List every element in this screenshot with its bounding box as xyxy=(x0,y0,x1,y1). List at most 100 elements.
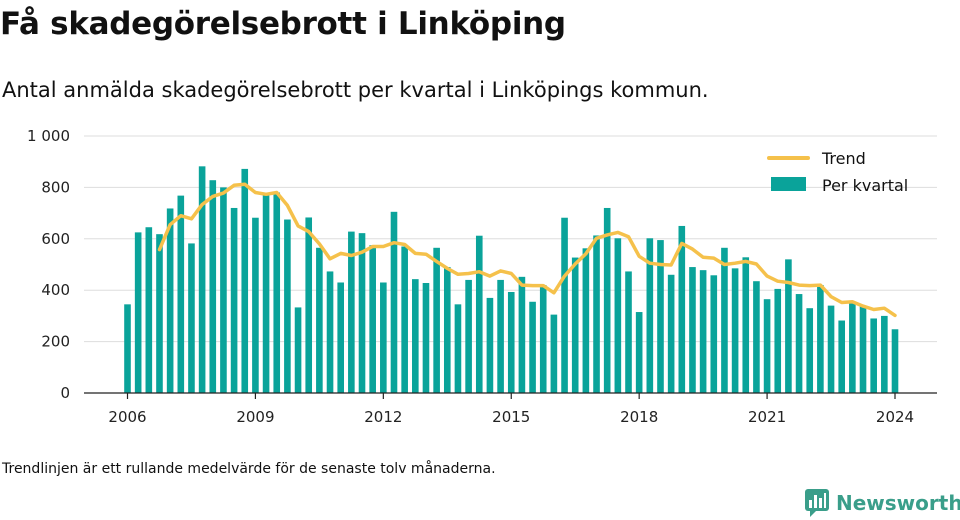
bar xyxy=(763,299,771,393)
bar xyxy=(593,235,600,393)
bar xyxy=(380,282,387,393)
bar xyxy=(401,246,408,393)
bar xyxy=(284,219,291,393)
bar xyxy=(198,166,206,393)
bar xyxy=(433,247,440,393)
bar xyxy=(177,195,185,393)
bar xyxy=(316,247,323,393)
bar xyxy=(891,329,899,393)
bar xyxy=(721,247,728,393)
bar xyxy=(220,187,227,393)
bar xyxy=(412,279,419,393)
x-axis-ticks: 2006 2009 2012 2015 2018 2021 2024 xyxy=(108,393,914,426)
bar xyxy=(273,192,281,393)
legend-bar-swatch xyxy=(771,177,806,191)
x-tick-label: 2009 xyxy=(236,408,274,426)
bar xyxy=(497,279,504,393)
y-tick-label: 800 xyxy=(41,178,70,196)
bar xyxy=(369,245,376,393)
bar xyxy=(262,192,270,393)
bar xyxy=(689,267,696,393)
footnote: Trendlinjen är ett rullande medelvärde f… xyxy=(2,461,496,477)
bar xyxy=(657,240,664,393)
bar xyxy=(881,315,888,393)
bar xyxy=(614,238,622,393)
bar xyxy=(305,217,313,393)
bar-chart-icon xyxy=(805,489,829,517)
bar xyxy=(390,211,398,393)
bar xyxy=(507,291,515,393)
bar xyxy=(561,217,568,393)
chart-title: Få skadegörelsebrott i Linköping xyxy=(0,6,566,42)
bar xyxy=(443,267,451,393)
bar xyxy=(454,304,462,393)
bar xyxy=(753,281,760,393)
bar xyxy=(156,234,163,393)
trend-line xyxy=(157,182,897,318)
bar xyxy=(348,231,355,393)
bar xyxy=(827,305,835,393)
y-tick-label: 400 xyxy=(41,281,70,299)
bar xyxy=(699,270,707,393)
bar xyxy=(678,225,686,393)
bar xyxy=(774,288,782,393)
bar xyxy=(539,285,547,393)
y-tick-label: 600 xyxy=(41,230,70,248)
bar xyxy=(571,257,579,393)
bar xyxy=(795,294,803,393)
bar xyxy=(646,238,654,393)
bar xyxy=(486,297,494,393)
bar xyxy=(188,243,195,393)
bar xyxy=(252,217,259,393)
bar xyxy=(742,257,750,393)
bar xyxy=(209,180,217,393)
x-tick-label: 2006 xyxy=(108,408,146,426)
y-tick-label: 0 xyxy=(60,384,70,402)
bar xyxy=(124,304,131,393)
y-tick-label: 200 xyxy=(41,333,70,351)
bar xyxy=(603,207,611,393)
chart-subtitle: Antal anmälda skadegörelsebrott per kvar… xyxy=(2,78,709,102)
bar xyxy=(785,259,792,393)
bar xyxy=(838,320,846,393)
bar xyxy=(550,314,558,393)
bar xyxy=(849,303,856,393)
brand-name: Newsworthy xyxy=(836,491,960,515)
newsworthy-logo: Newsworthy xyxy=(804,488,960,518)
bar xyxy=(166,208,174,393)
y-tick-label: 1 000 xyxy=(27,127,70,145)
bar xyxy=(667,274,675,393)
legend: Trend Per kvartal xyxy=(767,149,908,195)
bar xyxy=(358,233,366,393)
x-tick-label: 2021 xyxy=(748,408,786,426)
bar xyxy=(241,168,249,393)
bar xyxy=(870,318,877,393)
bar xyxy=(145,227,153,393)
y-axis-ticks: 0 200 400 600 800 1 000 xyxy=(27,127,70,402)
bar xyxy=(518,276,526,393)
x-tick-label: 2015 xyxy=(492,408,530,426)
bar xyxy=(294,307,302,393)
bar xyxy=(134,232,142,393)
bar xyxy=(817,285,824,393)
bar xyxy=(422,283,430,393)
bar xyxy=(230,207,238,393)
bar xyxy=(326,271,334,393)
bar xyxy=(582,248,590,393)
legend-label-trend: Trend xyxy=(821,149,866,168)
bar xyxy=(731,268,739,393)
legend-label-per-kvartal: Per kvartal xyxy=(822,176,908,195)
x-tick-label: 2024 xyxy=(876,408,914,426)
bar xyxy=(475,235,483,393)
bar xyxy=(465,279,472,393)
bar xyxy=(806,308,814,393)
bar xyxy=(625,271,632,393)
bar xyxy=(859,305,867,393)
bar xyxy=(529,301,536,393)
x-tick-label: 2012 xyxy=(364,408,402,426)
x-tick-label: 2018 xyxy=(620,408,658,426)
bar-series xyxy=(124,166,899,393)
bar xyxy=(635,312,643,393)
bar xyxy=(337,282,344,393)
